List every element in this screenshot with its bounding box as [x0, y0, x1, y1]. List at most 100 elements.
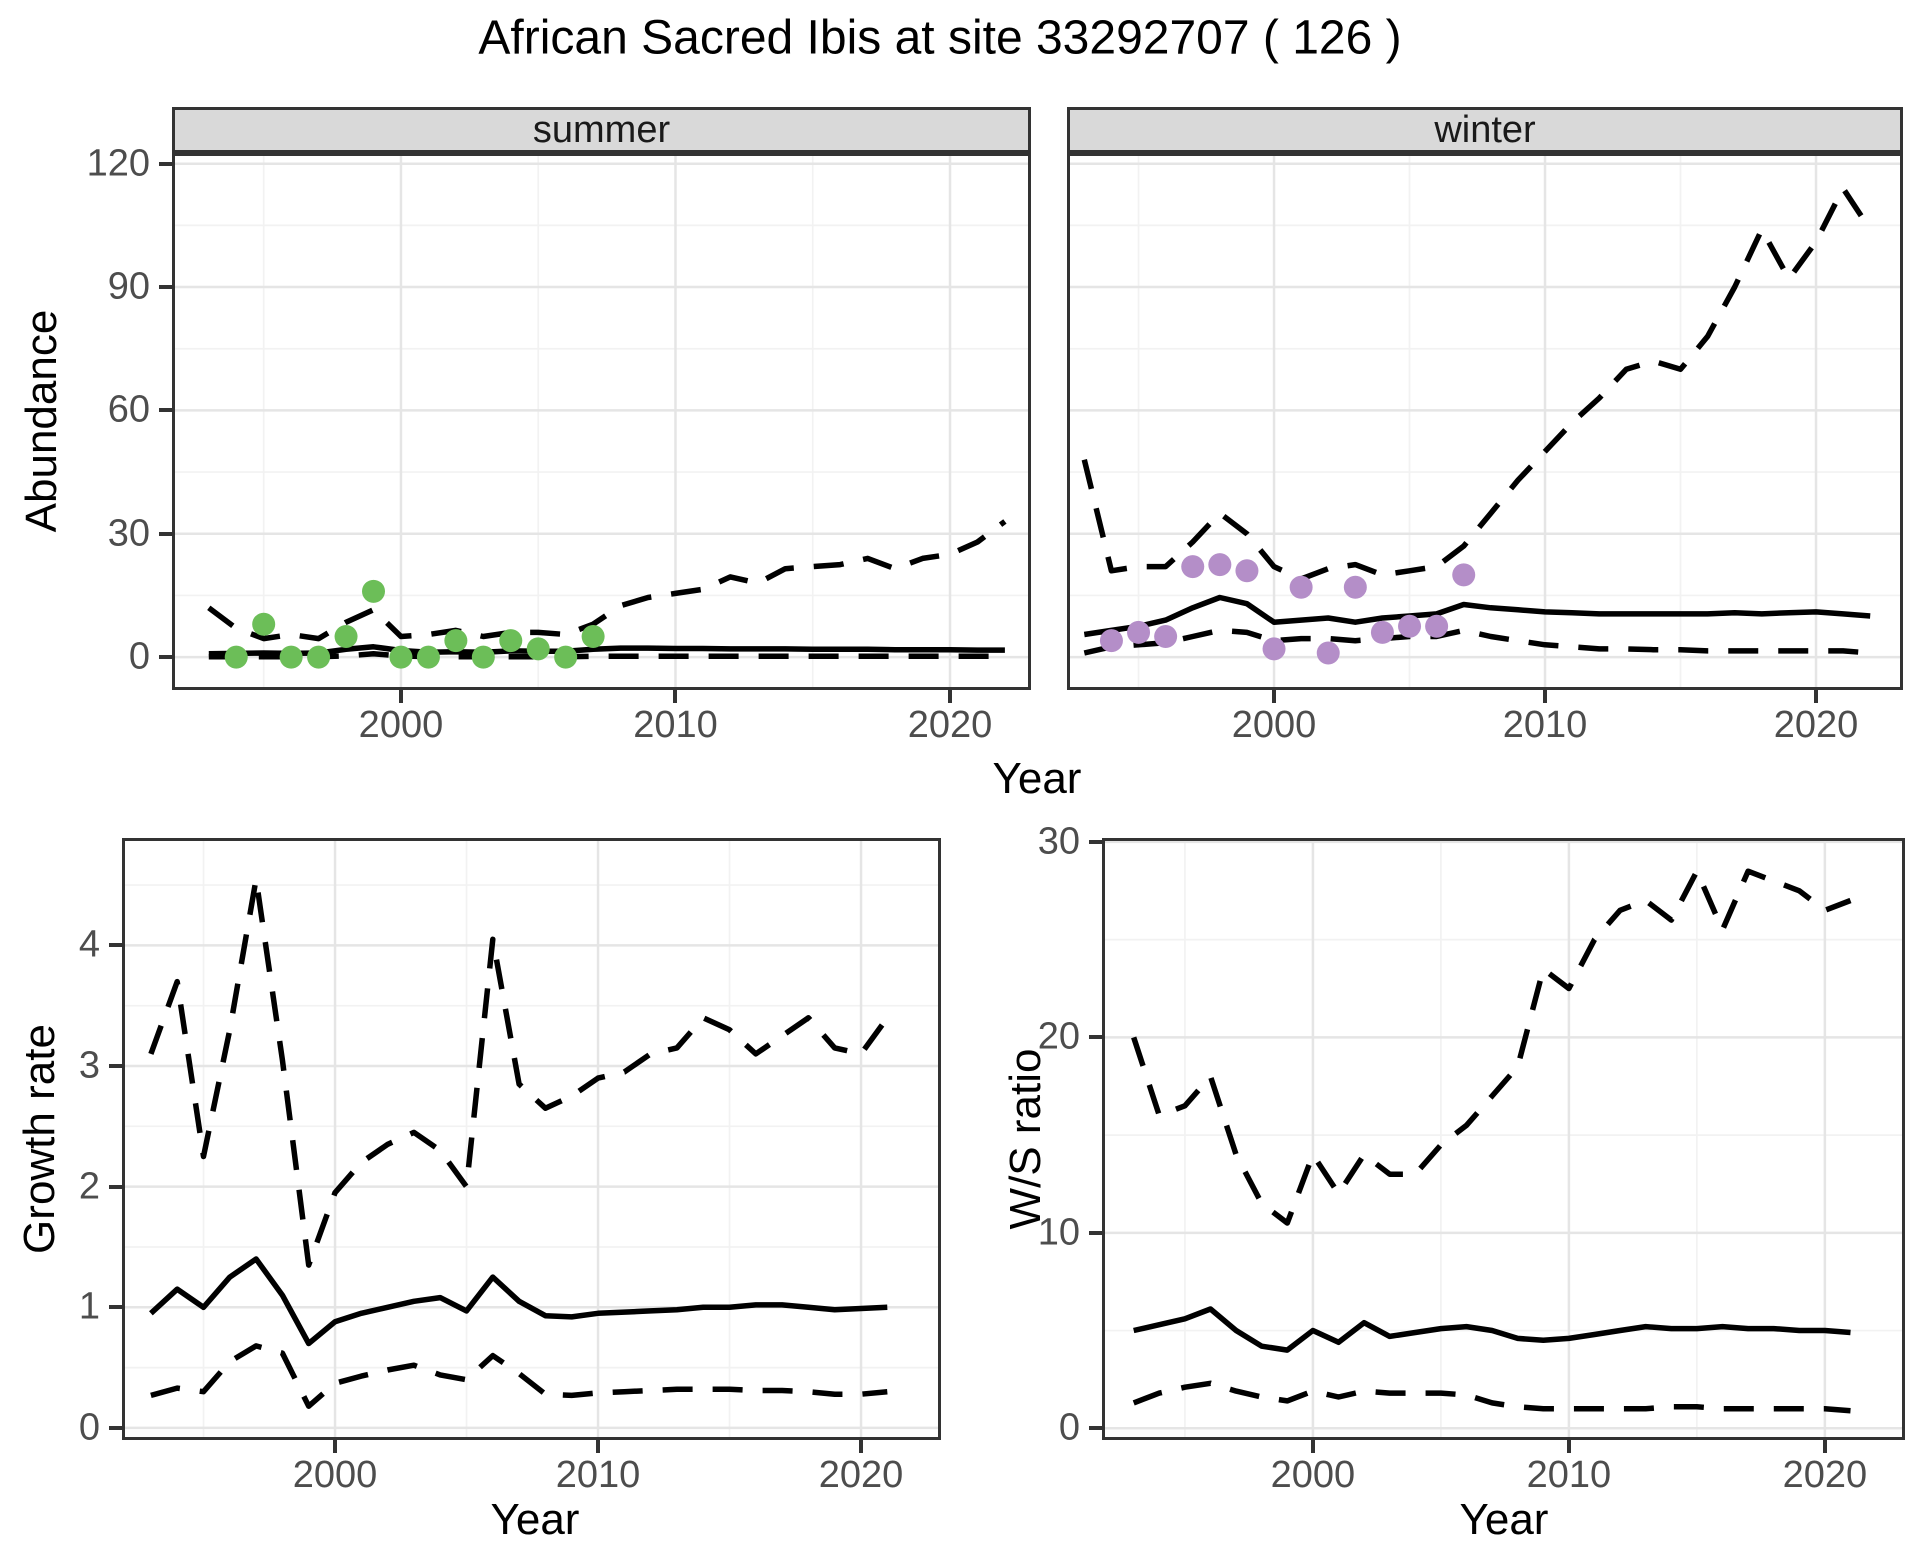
tick-mark — [109, 1184, 122, 1189]
tick-label: 2010 — [633, 704, 718, 746]
data-point — [499, 629, 523, 653]
tick-label: 2000 — [358, 704, 444, 746]
tick-mark — [1310, 1440, 1315, 1453]
facet-strip-winter: winter — [1067, 107, 1903, 153]
tick-mark — [109, 943, 122, 948]
tick-mark — [859, 1440, 864, 1453]
tick-label: 10 — [1037, 1211, 1080, 1254]
tick-mark — [159, 161, 172, 166]
tick-mark — [1822, 1440, 1827, 1453]
data-point — [307, 645, 331, 669]
tick-label: 120 — [86, 142, 150, 185]
data-point — [471, 645, 495, 669]
tick-mark — [109, 1305, 122, 1310]
growth-rate-plot — [122, 838, 941, 1440]
data-point — [1154, 625, 1178, 649]
tick-label: 2020 — [1782, 1454, 1868, 1496]
data-point — [1099, 629, 1123, 653]
abundance-winter-panel: 2000 2010 2020 — [1067, 153, 1903, 746]
tick-mark — [1272, 690, 1277, 703]
tick-label: 4 — [78, 923, 100, 966]
tick-mark — [109, 1425, 122, 1430]
tick-label: 20 — [1037, 1015, 1080, 1058]
figure-title: African Sacred Ibis at site 33292707 ( 1… — [478, 11, 1402, 65]
data-point — [334, 625, 358, 649]
data-point — [1452, 563, 1476, 587]
data-point — [1127, 620, 1151, 644]
tick-mark — [1089, 1035, 1102, 1040]
tick-label: 2020 — [907, 704, 993, 746]
abundance-summer-panel: 2000 2010 2020 0 30 60 90 120 — [87, 142, 1031, 746]
facet-strip-summer: summer — [172, 107, 1031, 153]
growth-rate-axis-title: Growth rate — [15, 1024, 64, 1254]
tick-label: 60 — [107, 388, 150, 431]
abundance-winter-plot — [1067, 153, 1903, 690]
data-point — [416, 645, 440, 669]
tick-mark — [1089, 839, 1102, 844]
data-point — [1425, 614, 1449, 638]
data-point — [1262, 637, 1286, 661]
tick-mark — [159, 655, 172, 660]
data-point — [1316, 641, 1340, 665]
tick-label: 2010 — [555, 1454, 641, 1496]
tick-label: 1 — [78, 1285, 100, 1328]
data-point — [362, 579, 386, 603]
abundance-summer-plot — [172, 153, 1031, 690]
facet-strip-winter-label: winter — [1434, 108, 1536, 151]
tick-label: 2010 — [1526, 1454, 1612, 1496]
ws-ratio-plot — [1102, 838, 1905, 1440]
tick-mark — [1089, 1426, 1102, 1431]
tick-mark — [1814, 690, 1818, 703]
tick-mark — [159, 531, 172, 536]
ws-ratio-panel: 2000 2010 2020 0 10 20 30 — [1038, 820, 1905, 1496]
tick-mark — [596, 1440, 601, 1453]
tick-mark — [1566, 1440, 1571, 1453]
tick-mark — [1089, 1230, 1102, 1235]
tick-label: 0 — [128, 635, 150, 678]
tick-mark — [159, 408, 172, 413]
data-point — [1343, 575, 1367, 599]
data-point — [1289, 575, 1313, 599]
facet-strip-summer-label: summer — [532, 108, 671, 151]
tick-label: 2020 — [818, 1454, 904, 1496]
tick-label: 2000 — [1231, 704, 1317, 746]
year-axis-title-top: Year — [992, 754, 1082, 803]
year-axis-title-bottom-right: Year — [1459, 1495, 1549, 1544]
tick-label: 0 — [1058, 1406, 1080, 1449]
data-point — [581, 625, 605, 649]
abundance-axis-title: Abundance — [17, 309, 66, 533]
data-point — [279, 645, 303, 669]
tick-label: 2020 — [1773, 704, 1859, 746]
data-point — [1398, 614, 1422, 638]
tick-label: 3 — [78, 1044, 100, 1087]
data-point — [389, 645, 413, 669]
tick-mark — [948, 690, 952, 703]
data-point — [1208, 553, 1232, 577]
tick-label: 0 — [78, 1406, 100, 1449]
tick-mark — [398, 690, 403, 703]
tick-label: 2000 — [1270, 1454, 1356, 1496]
tick-mark — [109, 1064, 122, 1068]
growth-rate-panel: 2000 2010 2020 0 1 2 3 4 — [79, 838, 941, 1496]
tick-label: 2010 — [1502, 704, 1588, 746]
data-point — [554, 645, 578, 669]
tick-mark — [333, 1440, 338, 1453]
data-point — [526, 637, 550, 661]
data-point — [1181, 555, 1205, 579]
tick-label: 90 — [107, 265, 150, 308]
tick-label: 30 — [1037, 820, 1080, 863]
tick-mark — [1543, 690, 1548, 703]
data-point — [252, 612, 276, 636]
tick-label: 2000 — [292, 1454, 378, 1496]
year-axis-title-bottom-left: Year — [490, 1495, 580, 1544]
tick-label: 30 — [107, 512, 150, 555]
tick-mark — [673, 690, 678, 703]
data-point — [444, 629, 468, 653]
data-point — [1235, 559, 1259, 583]
data-point — [224, 645, 248, 669]
data-point — [1370, 620, 1394, 644]
tick-mark — [159, 285, 172, 290]
ws-ratio-axis-title: W/S ratio — [1001, 1048, 1050, 1230]
tick-label: 2 — [78, 1165, 100, 1208]
